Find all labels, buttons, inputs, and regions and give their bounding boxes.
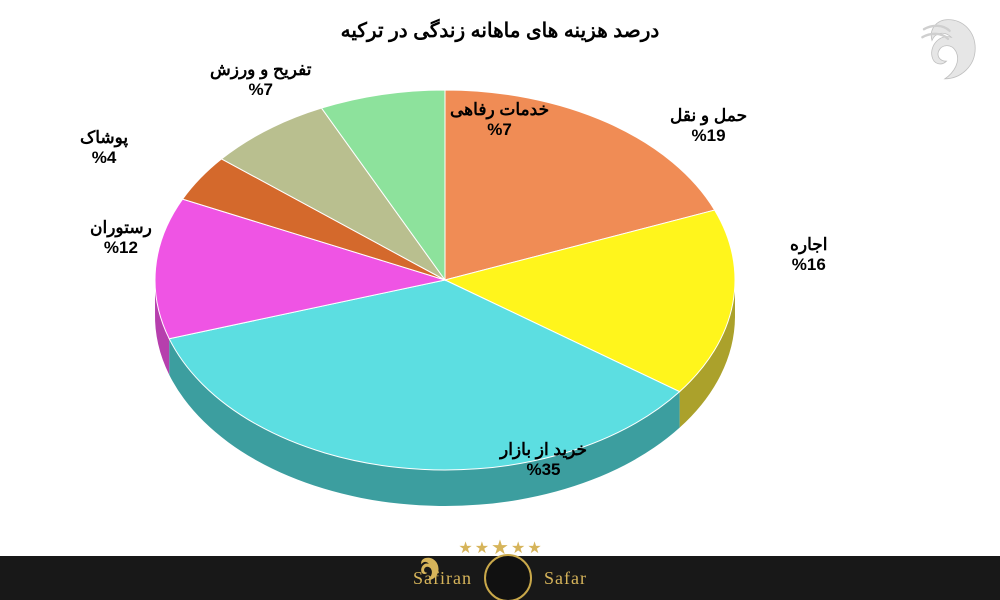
- slice-label: تفریح و ورزش%7: [210, 60, 311, 101]
- footer-bar: ★★★★★ Safiran Safar: [0, 556, 1000, 600]
- slice-label: پوشاک%4: [80, 128, 128, 169]
- pie-chart-container: درصد هزینه های ماهانه زندگی در ترکیه حمل…: [0, 0, 1000, 600]
- slice-label: حمل و نقل%19: [670, 106, 747, 147]
- slice-label: خرید از بازار%35: [500, 440, 587, 481]
- corner-logo: [908, 10, 988, 90]
- footer-brand: ★★★★★ Safiran Safar: [413, 554, 587, 600]
- brand-right: Safar: [544, 568, 587, 589]
- slice-label: رستوران%12: [90, 218, 152, 259]
- slice-label: خدمات رفاهی%7: [450, 100, 549, 141]
- footer-logo-icon: [484, 554, 532, 600]
- stars-icon: ★★★★★: [458, 538, 541, 560]
- slice-label: اجاره%16: [790, 235, 828, 276]
